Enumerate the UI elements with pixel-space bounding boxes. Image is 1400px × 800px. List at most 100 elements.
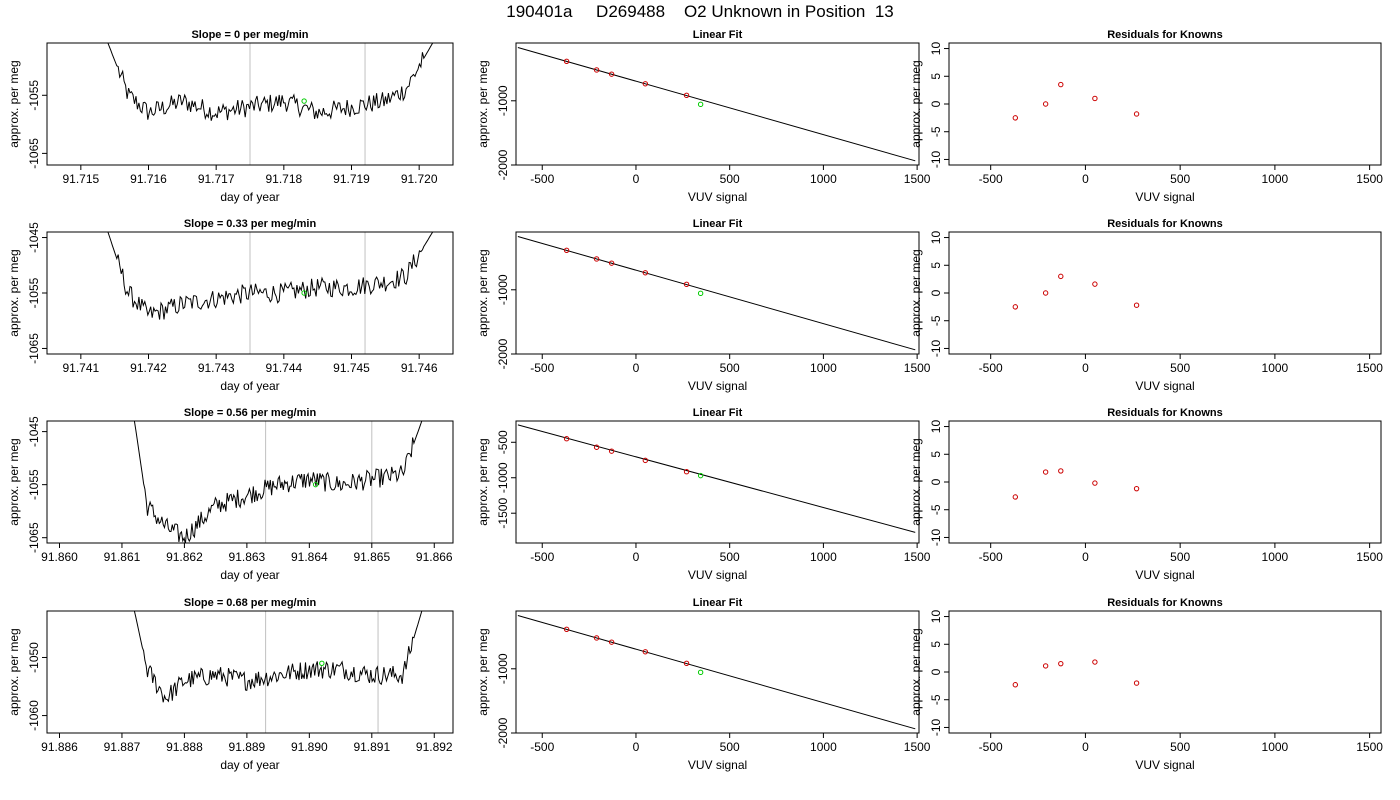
panel-title: Residuals for Knowns [1107,218,1223,230]
x-axis-label: VUV signal [1135,379,1194,393]
y-tick-label: -1065 [27,138,41,169]
x-tick-label: 91.742 [130,361,167,375]
x-tick-label: 1500 [904,361,931,375]
y-tick-label: -1055 [27,80,41,111]
x-tick-label: 1000 [1262,172,1289,186]
signal-trace [133,611,423,703]
x-axis-label: day of year [220,190,279,204]
y-axis-label: approx. per meg [476,438,490,525]
y-tick-label: 5 [929,641,943,648]
x-tick-label: 91.861 [104,550,141,564]
y-tick-label: 10 [929,231,943,245]
x-tick-label: 91.891 [353,740,390,754]
plot-area [1012,81,1140,121]
panel-title: Slope = 0.56 per meg/min [184,407,317,419]
x-tick-label: 91.717 [198,172,235,186]
y-tick-label: -1055 [27,277,41,308]
x-axis-label: VUV signal [688,568,747,582]
x-tick-label: 91.744 [265,361,302,375]
panel-title: Linear Fit [693,407,743,419]
plot-frame [46,42,454,166]
y-tick-label: -1055 [27,469,41,500]
fit-line [517,615,916,730]
x-tick-label: 91.866 [416,550,453,564]
known-point [563,626,570,632]
x-tick-label: 0 [1082,550,1089,564]
x-tick-label: 500 [1170,361,1190,375]
x-tick-label: 500 [720,172,740,186]
y-tick-label: -500 [496,430,510,454]
residual-point [1012,494,1019,500]
residual-point [1092,659,1098,665]
y-tick-label: -5 [929,315,943,326]
panel-2-2: Linear Fit -500 0 500 1000 1500 -1000 -2000 VUV … [476,218,931,393]
known-point [608,71,615,77]
y-tick-label: -10 [929,718,943,736]
x-axis-label: VUV signal [688,379,747,393]
y-axis-label: approx. per meg [909,60,923,147]
x-tick-label: 91.715 [62,172,99,186]
x-tick-label: -500 [979,172,1003,186]
x-tick-label: 500 [720,550,740,564]
residual-point [1058,660,1064,667]
x-tick-label: 1000 [810,172,837,186]
known-point [608,639,615,645]
y-tick-label: -1065 [27,333,41,364]
known-point [683,281,690,288]
panel-title: Slope = 0 per meg/min [191,29,308,41]
x-tick-label: 0 [1082,172,1089,186]
plot-frame [515,610,920,734]
y-axis-label: approx. per meg [7,249,21,336]
known-point [642,81,649,87]
panel-3-2: Linear Fit -500 0 500 1000 1500 -500 -1000 -1500… [476,407,931,582]
plot-area [517,47,916,162]
y-tick-label: -2000 [496,149,510,180]
residual-point [1133,302,1140,308]
known-point [563,58,570,64]
signal-trace [107,232,434,320]
plot-area [1012,468,1140,500]
residual-point [1133,111,1140,117]
x-tick-label: 1500 [1356,740,1383,754]
x-tick-label: 1500 [904,740,931,754]
x-tick-label: 91.716 [130,172,167,186]
residual-point [1042,469,1049,475]
known-point [563,436,570,442]
unknown-point [697,290,704,297]
x-tick-label: 91.863 [229,550,266,564]
x-tick-label: -500 [979,740,1003,754]
plot-area [107,232,434,320]
y-axis-label: approx. per meg [909,438,923,525]
x-tick-label: -500 [530,172,554,186]
y-axis-label: approx. per meg [476,249,490,336]
plot-area [517,424,916,533]
panel-4-2: Linear Fit -500 0 500 1000 1500 -1000 -2000 VUV … [476,597,931,772]
x-tick-label: 91.860 [41,550,78,564]
plot-area [133,421,423,543]
x-tick-label: 500 [1170,550,1190,564]
x-tick-label: -500 [530,740,554,754]
y-tick-label: 0 [929,100,943,107]
residual-point [1133,680,1140,686]
y-tick-label: -10 [929,150,943,168]
y-axis-label: approx. per meg [909,249,923,336]
panel-title: Slope = 0.68 per meg/min [184,597,317,609]
plot-frame [948,42,1382,166]
x-tick-label: 500 [1170,172,1190,186]
y-tick-label: -1000 [496,85,510,116]
y-tick-label: -5 [929,126,943,137]
x-tick-label: 91.890 [291,740,328,754]
plot-area [517,615,916,730]
x-tick-label: -500 [530,361,554,375]
y-tick-label: -10 [929,339,943,357]
known-point [642,270,649,276]
unknown-point [697,669,704,676]
known-point [642,457,649,464]
fit-line [517,424,916,533]
plot-area [133,611,423,703]
x-tick-label: 91.720 [401,172,438,186]
residual-point [1092,281,1098,287]
y-tick-label: 10 [929,42,943,56]
y-axis-label: approx. per meg [909,628,923,715]
